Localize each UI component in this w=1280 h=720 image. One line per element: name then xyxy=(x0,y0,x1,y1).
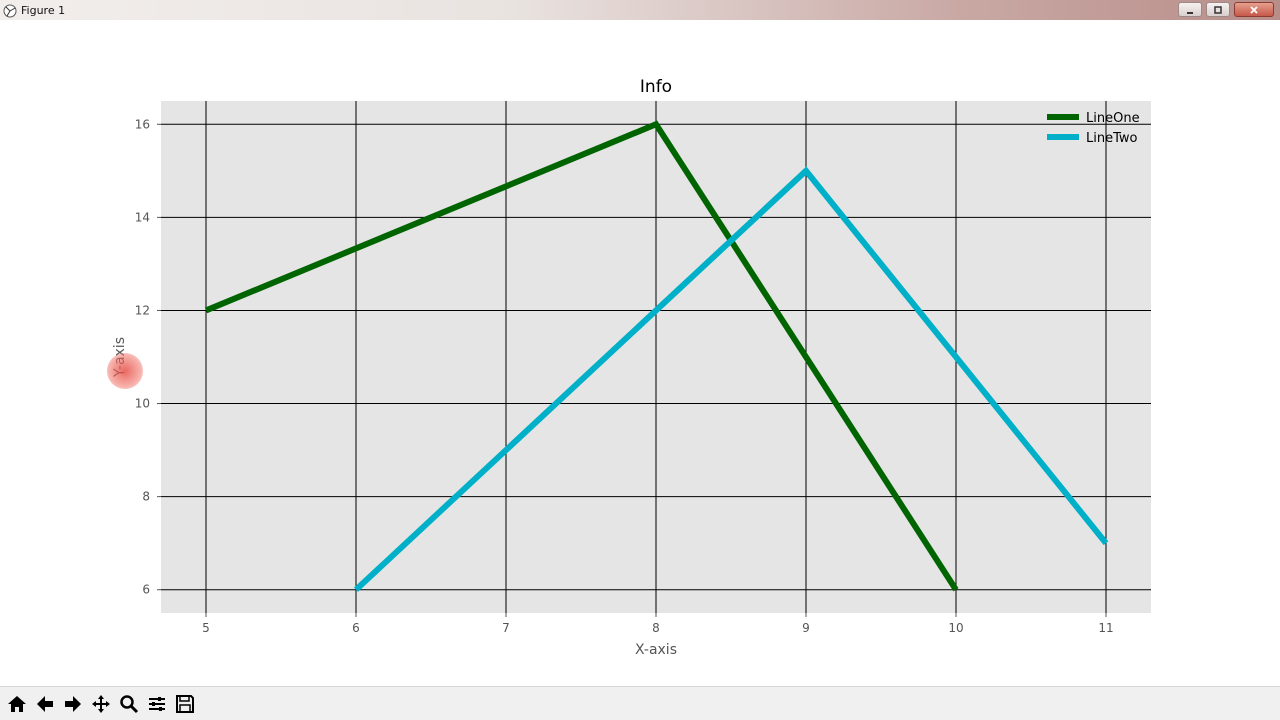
x-axis-label: X-axis xyxy=(635,642,677,658)
legend-label-lineone: LineOne xyxy=(1086,111,1140,126)
configure-subplots-icon xyxy=(149,696,165,711)
configure-subplots-button[interactable] xyxy=(144,691,170,717)
close-icon xyxy=(1250,5,1258,14)
x-tick-label: 10 xyxy=(948,621,963,635)
y-tick-label: 16 xyxy=(135,117,150,131)
home-button[interactable] xyxy=(4,691,30,717)
back-button[interactable] xyxy=(32,691,58,717)
pan-icon xyxy=(92,694,110,713)
zoom-icon xyxy=(120,694,139,713)
pan-button[interactable] xyxy=(88,691,114,717)
save-icon xyxy=(176,694,194,713)
legend-label-linetwo: LineTwo xyxy=(1086,131,1138,146)
close-button[interactable] xyxy=(1234,2,1274,17)
forward-button[interactable] xyxy=(60,691,86,717)
forward-arrow-icon xyxy=(65,695,81,712)
x-tick-label: 5 xyxy=(202,621,210,635)
save-button[interactable] xyxy=(172,691,198,717)
minimize-icon xyxy=(1187,11,1193,14)
y-tick-label: 8 xyxy=(142,490,150,504)
home-icon xyxy=(8,695,26,712)
minimize-button[interactable] xyxy=(1178,2,1202,17)
y-axis-label: Y-axis xyxy=(112,337,128,378)
y-tick-label: 6 xyxy=(142,583,150,597)
window-title: Figure 1 xyxy=(21,3,66,17)
chart-title: Info xyxy=(640,77,672,97)
window-controls xyxy=(1178,2,1274,17)
maximize-button[interactable] xyxy=(1206,2,1230,17)
x-tick-label: 11 xyxy=(1098,621,1113,635)
x-tick-label: 9 xyxy=(802,621,810,635)
y-tick-label: 14 xyxy=(135,210,150,224)
y-tick-label: 12 xyxy=(135,303,150,317)
maximize-icon xyxy=(1214,5,1222,14)
navigation-toolbar xyxy=(0,686,1280,720)
line-chart: 5 6 7 8 9 10 11 6 8 10 12 14 16 Info X-axis Y-axis LineO… xyxy=(112,77,1151,658)
x-tick-label: 6 xyxy=(352,621,360,635)
back-arrow-icon xyxy=(37,695,53,712)
window-titlebar: Figure 1 xyxy=(0,0,1280,20)
x-tick-label: 8 xyxy=(652,621,660,635)
x-tick-label: 7 xyxy=(502,621,510,635)
app-icon xyxy=(3,3,17,18)
zoom-button[interactable] xyxy=(116,691,142,717)
figure-canvas: 5 6 7 8 9 10 11 6 8 10 12 14 16 Info X-axis Y-axis LineO… xyxy=(0,20,1280,686)
y-tick-label: 10 xyxy=(135,397,150,411)
